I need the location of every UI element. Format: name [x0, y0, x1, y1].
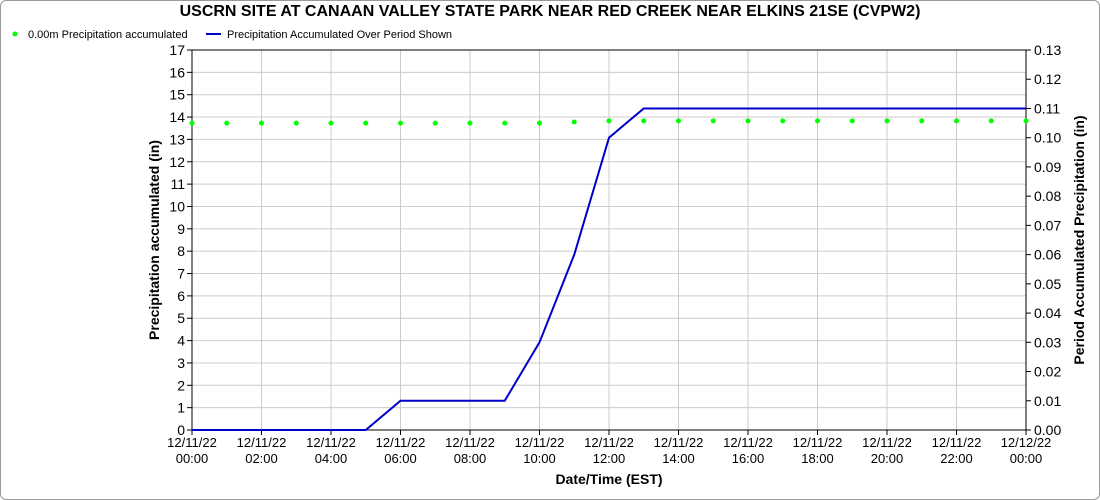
x-tick-time: 06:00 [384, 451, 417, 466]
left-axis-label: Precipitation accumulated (in) [146, 140, 162, 340]
data-point-accumulated [467, 120, 473, 126]
x-tick-time: 12:00 [593, 451, 626, 466]
data-point-accumulated [849, 118, 855, 124]
data-point-accumulated [780, 118, 786, 124]
data-point-accumulated [571, 119, 577, 125]
right-tick-label: 0.04 [1034, 305, 1061, 321]
data-point-accumulated [919, 118, 925, 124]
data-point-accumulated [815, 118, 820, 124]
right-tick-label: 0.07 [1034, 217, 1061, 233]
legend: 0.00m Precipitation accumulated Precipita… [12, 29, 452, 41]
left-tick-label: 3 [177, 355, 185, 371]
data-point-accumulated [293, 120, 299, 126]
series-layer [189, 107, 1029, 431]
x-tick-date: 12/12/22 [1001, 435, 1052, 450]
x-tick-date: 12/11/22 [306, 435, 356, 450]
left-tick-label: 9 [177, 221, 185, 237]
left-tick-label: 11 [170, 176, 185, 192]
right-tick-label: 0.10 [1034, 130, 1061, 146]
data-point-accumulated [363, 120, 369, 126]
data-point-accumulated [259, 120, 264, 126]
right-tick-label: 0.03 [1034, 334, 1061, 350]
right-tick-label: 0.06 [1034, 247, 1061, 263]
x-tick-time: 20:00 [871, 451, 904, 466]
x-tick-time: 04:00 [315, 451, 348, 466]
x-tick-time: 10:00 [523, 451, 556, 466]
left-tick-label: 1 [177, 400, 185, 416]
x-tick-date: 12/11/22 [376, 435, 426, 450]
data-point-accumulated [606, 118, 612, 124]
x-axis: 12/11/2200:0012/11/2202:0012/11/2204:001… [167, 430, 1051, 466]
data-point-accumulated [398, 120, 403, 126]
x-tick-time: 16:00 [732, 451, 765, 466]
legend-label-points: 0.00m Precipitation accumulated [28, 29, 188, 41]
data-point-accumulated [641, 118, 647, 124]
left-tick-label: 16 [169, 64, 185, 80]
data-point-accumulated [537, 120, 542, 126]
data-point-accumulated [745, 118, 751, 124]
data-point-accumulated [954, 118, 959, 124]
left-tick-label: 5 [177, 310, 185, 326]
data-point-accumulated [189, 120, 195, 126]
right-tick-label: 0.02 [1034, 364, 1061, 380]
right-tick-label: 0.09 [1034, 159, 1061, 175]
left-tick-label: 12 [169, 154, 185, 170]
data-point-accumulated [676, 118, 681, 124]
chart-title: USCRN SITE AT CANAAN VALLEY STATE PARK N… [179, 3, 921, 20]
right-tick-label: 0.01 [1034, 393, 1061, 409]
x-tick-time: 02:00 [245, 451, 278, 466]
legend-label-line: Precipitation Accumulated Over Period Sh… [227, 29, 452, 41]
left-tick-label: 14 [169, 109, 185, 125]
left-tick-label: 15 [169, 87, 185, 103]
right-tick-label: 0.08 [1034, 188, 1061, 204]
left-tick-label: 17 [169, 42, 185, 58]
x-tick-time: 08:00 [454, 451, 487, 466]
left-tick-label: 2 [177, 377, 185, 393]
left-tick-label: 8 [177, 243, 185, 259]
grid-lines [192, 50, 1026, 430]
data-point-accumulated [328, 120, 334, 126]
x-tick-date: 12/11/22 [932, 435, 982, 450]
left-tick-label: 7 [177, 266, 185, 282]
x-tick-date: 12/11/22 [237, 435, 287, 450]
x-tick-date: 12/11/22 [584, 435, 634, 450]
x-tick-date: 12/11/22 [654, 435, 704, 450]
right-axis-label: Period Accumulated Precipitation (in) [1071, 115, 1087, 364]
x-tick-time: 22:00 [940, 451, 973, 466]
left-tick-label: 4 [177, 333, 185, 349]
right-tick-label: 0.11 [1034, 100, 1060, 116]
left-tick-label: 6 [177, 288, 185, 304]
data-point-accumulated [1023, 118, 1029, 124]
x-tick-time: 18:00 [801, 451, 834, 466]
x-tick-date: 12/11/22 [723, 435, 773, 450]
legend-marker-points [12, 31, 18, 37]
x-axis-label: Date/Time (EST) [555, 471, 662, 487]
data-point-accumulated [884, 118, 890, 124]
left-tick-label: 13 [169, 131, 185, 147]
series-line-period-accumulated [192, 107, 1026, 431]
data-point-accumulated [988, 118, 994, 124]
x-tick-date: 12/11/22 [862, 435, 912, 450]
data-point-accumulated [710, 118, 716, 124]
x-tick-time: 14:00 [662, 451, 695, 466]
left-tick-label: 0 [177, 422, 185, 438]
x-tick-date: 12/11/22 [445, 435, 495, 450]
right-tick-label: 0.00 [1034, 422, 1061, 438]
x-tick-date: 12/11/22 [793, 435, 843, 450]
data-point-accumulated [502, 120, 508, 126]
right-tick-label: 0.12 [1034, 71, 1061, 87]
x-tick-date: 12/11/22 [515, 435, 565, 450]
right-tick-label: 0.13 [1034, 42, 1061, 58]
data-point-accumulated [224, 120, 230, 126]
data-point-accumulated [432, 120, 438, 126]
x-tick-date: 12/11/22 [167, 435, 217, 450]
right-tick-label: 0.05 [1034, 276, 1061, 292]
right-axis: 0.00 0.01 0.02 0.03 0.04 0.05 0.06 0.07 0.08 0.09… [1026, 42, 1061, 438]
left-tick-label: 10 [169, 198, 185, 214]
x-tick-time: 00:00 [1010, 451, 1043, 466]
x-tick-time: 00:00 [176, 451, 209, 466]
